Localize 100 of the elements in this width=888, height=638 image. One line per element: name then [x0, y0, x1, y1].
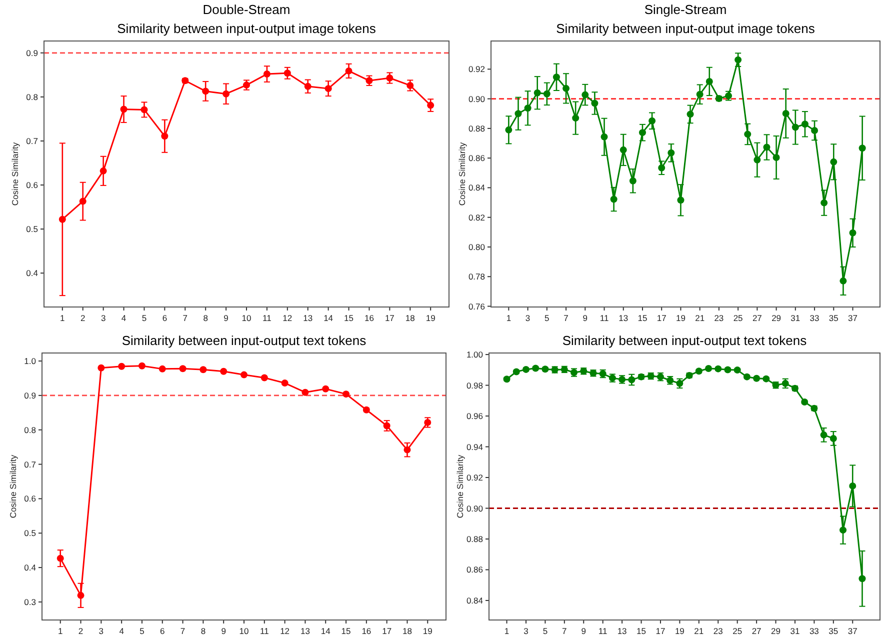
point — [830, 158, 838, 166]
point — [600, 133, 608, 140]
point — [658, 164, 666, 172]
x-tick-label: 14 — [320, 626, 331, 636]
x-tick-label: 3 — [524, 626, 529, 636]
chart-title: Similarity between input-output text tokens — [562, 333, 808, 348]
x-tick-label: 18 — [405, 313, 416, 323]
point — [676, 380, 684, 387]
x-tick-label: 7 — [182, 313, 188, 323]
x-tick-label: 29 — [771, 626, 781, 636]
point — [522, 366, 530, 373]
point — [772, 154, 780, 161]
point — [849, 229, 856, 236]
y-tick-label: 0.86 — [466, 564, 484, 575]
x-tick-label: 14 — [324, 313, 334, 323]
x-tick-label: 17 — [656, 626, 666, 636]
point — [801, 398, 808, 406]
point — [424, 418, 432, 426]
point — [284, 70, 291, 77]
point — [830, 434, 837, 442]
text: Double-Stream — [202, 2, 290, 17]
x-tick-label: 19 — [422, 626, 433, 636]
point — [686, 110, 694, 118]
x-tick-label: 19 — [674, 626, 685, 636]
point — [572, 114, 580, 122]
point — [668, 149, 675, 156]
point — [706, 78, 713, 85]
y-tick-label: 0.5 — [26, 224, 38, 234]
point — [222, 90, 230, 98]
point — [263, 70, 270, 78]
x-tick-label: 19 — [676, 313, 686, 323]
y-tick-label: 0.9 — [26, 48, 38, 58]
point — [179, 365, 186, 372]
point — [677, 196, 684, 204]
point — [514, 110, 522, 118]
point — [629, 177, 636, 184]
x-tick-label: 7 — [562, 626, 568, 636]
point — [260, 374, 268, 382]
y-axis-title: Cosine Similarity — [455, 454, 465, 518]
y-tick-label: 0.98 — [466, 380, 484, 390]
x-tick-label: 25 — [732, 626, 742, 636]
point — [140, 106, 148, 114]
point — [345, 67, 352, 74]
x-tick-label: 13 — [303, 313, 313, 323]
point — [138, 362, 146, 370]
y-tick-label: 0.3 — [24, 596, 36, 607]
point — [158, 365, 166, 372]
x-tick-label: 10 — [242, 313, 252, 323]
x-tick-label: 6 — [162, 313, 168, 323]
x-tick-label: 17 — [382, 626, 392, 636]
point — [202, 88, 210, 95]
x-tick-label: 16 — [364, 313, 374, 323]
x-tick-label: 9 — [224, 313, 229, 323]
point — [240, 371, 248, 378]
point — [200, 366, 207, 374]
point — [849, 482, 856, 490]
point — [820, 431, 828, 438]
y-tick-label: 0.90 — [468, 94, 486, 104]
point — [610, 196, 618, 203]
y-tick-label: 0.92 — [468, 64, 486, 74]
point — [505, 126, 512, 134]
y-tick-label: 0.80 — [468, 242, 486, 252]
point — [552, 74, 560, 81]
x-tick-label: 21 — [694, 626, 704, 636]
text: Single-Stream — [644, 2, 727, 17]
x-tick-label: 9 — [221, 626, 226, 636]
x-tick-label: 1 — [58, 626, 63, 636]
x-tick-label: 5 — [140, 626, 145, 636]
x-tick-label: 3 — [525, 313, 530, 323]
y-tick-label: 0.6 — [26, 180, 38, 190]
y-tick-label: 0.9 — [24, 390, 36, 400]
x-tick-label: 8 — [203, 313, 208, 323]
x-tick-label: 7 — [564, 313, 569, 323]
chart-title: Similarity between input-output image tokens — [117, 21, 376, 36]
x-tick-label: 3 — [100, 313, 106, 323]
point — [858, 575, 866, 582]
point — [754, 156, 761, 164]
x-tick-label: 17 — [656, 313, 667, 323]
x-tick-label: 15 — [636, 626, 646, 636]
point — [383, 422, 390, 430]
y-tick-label: 0.92 — [466, 472, 484, 483]
x-tick-label: 7 — [180, 626, 186, 636]
chart-title: Similarity between input-output text tokens — [122, 333, 367, 348]
x-tick-label: 15 — [638, 313, 648, 323]
x-tick-label: 6 — [160, 626, 166, 636]
point — [543, 90, 550, 98]
point — [100, 167, 107, 174]
point — [58, 216, 66, 223]
y-tick-label: 0.7 — [26, 136, 38, 146]
y-tick-label: 0.94 — [466, 442, 484, 452]
point — [858, 144, 866, 152]
y-tick-label: 0.8 — [26, 92, 38, 102]
x-tick-label: 5 — [544, 313, 550, 323]
point — [638, 129, 646, 136]
point — [628, 376, 636, 384]
x-tick-label: 2 — [78, 626, 84, 636]
point — [840, 526, 847, 534]
x-tick-label: 12 — [280, 626, 290, 636]
point — [406, 82, 414, 89]
y-tick-label: 0.5 — [24, 528, 36, 538]
